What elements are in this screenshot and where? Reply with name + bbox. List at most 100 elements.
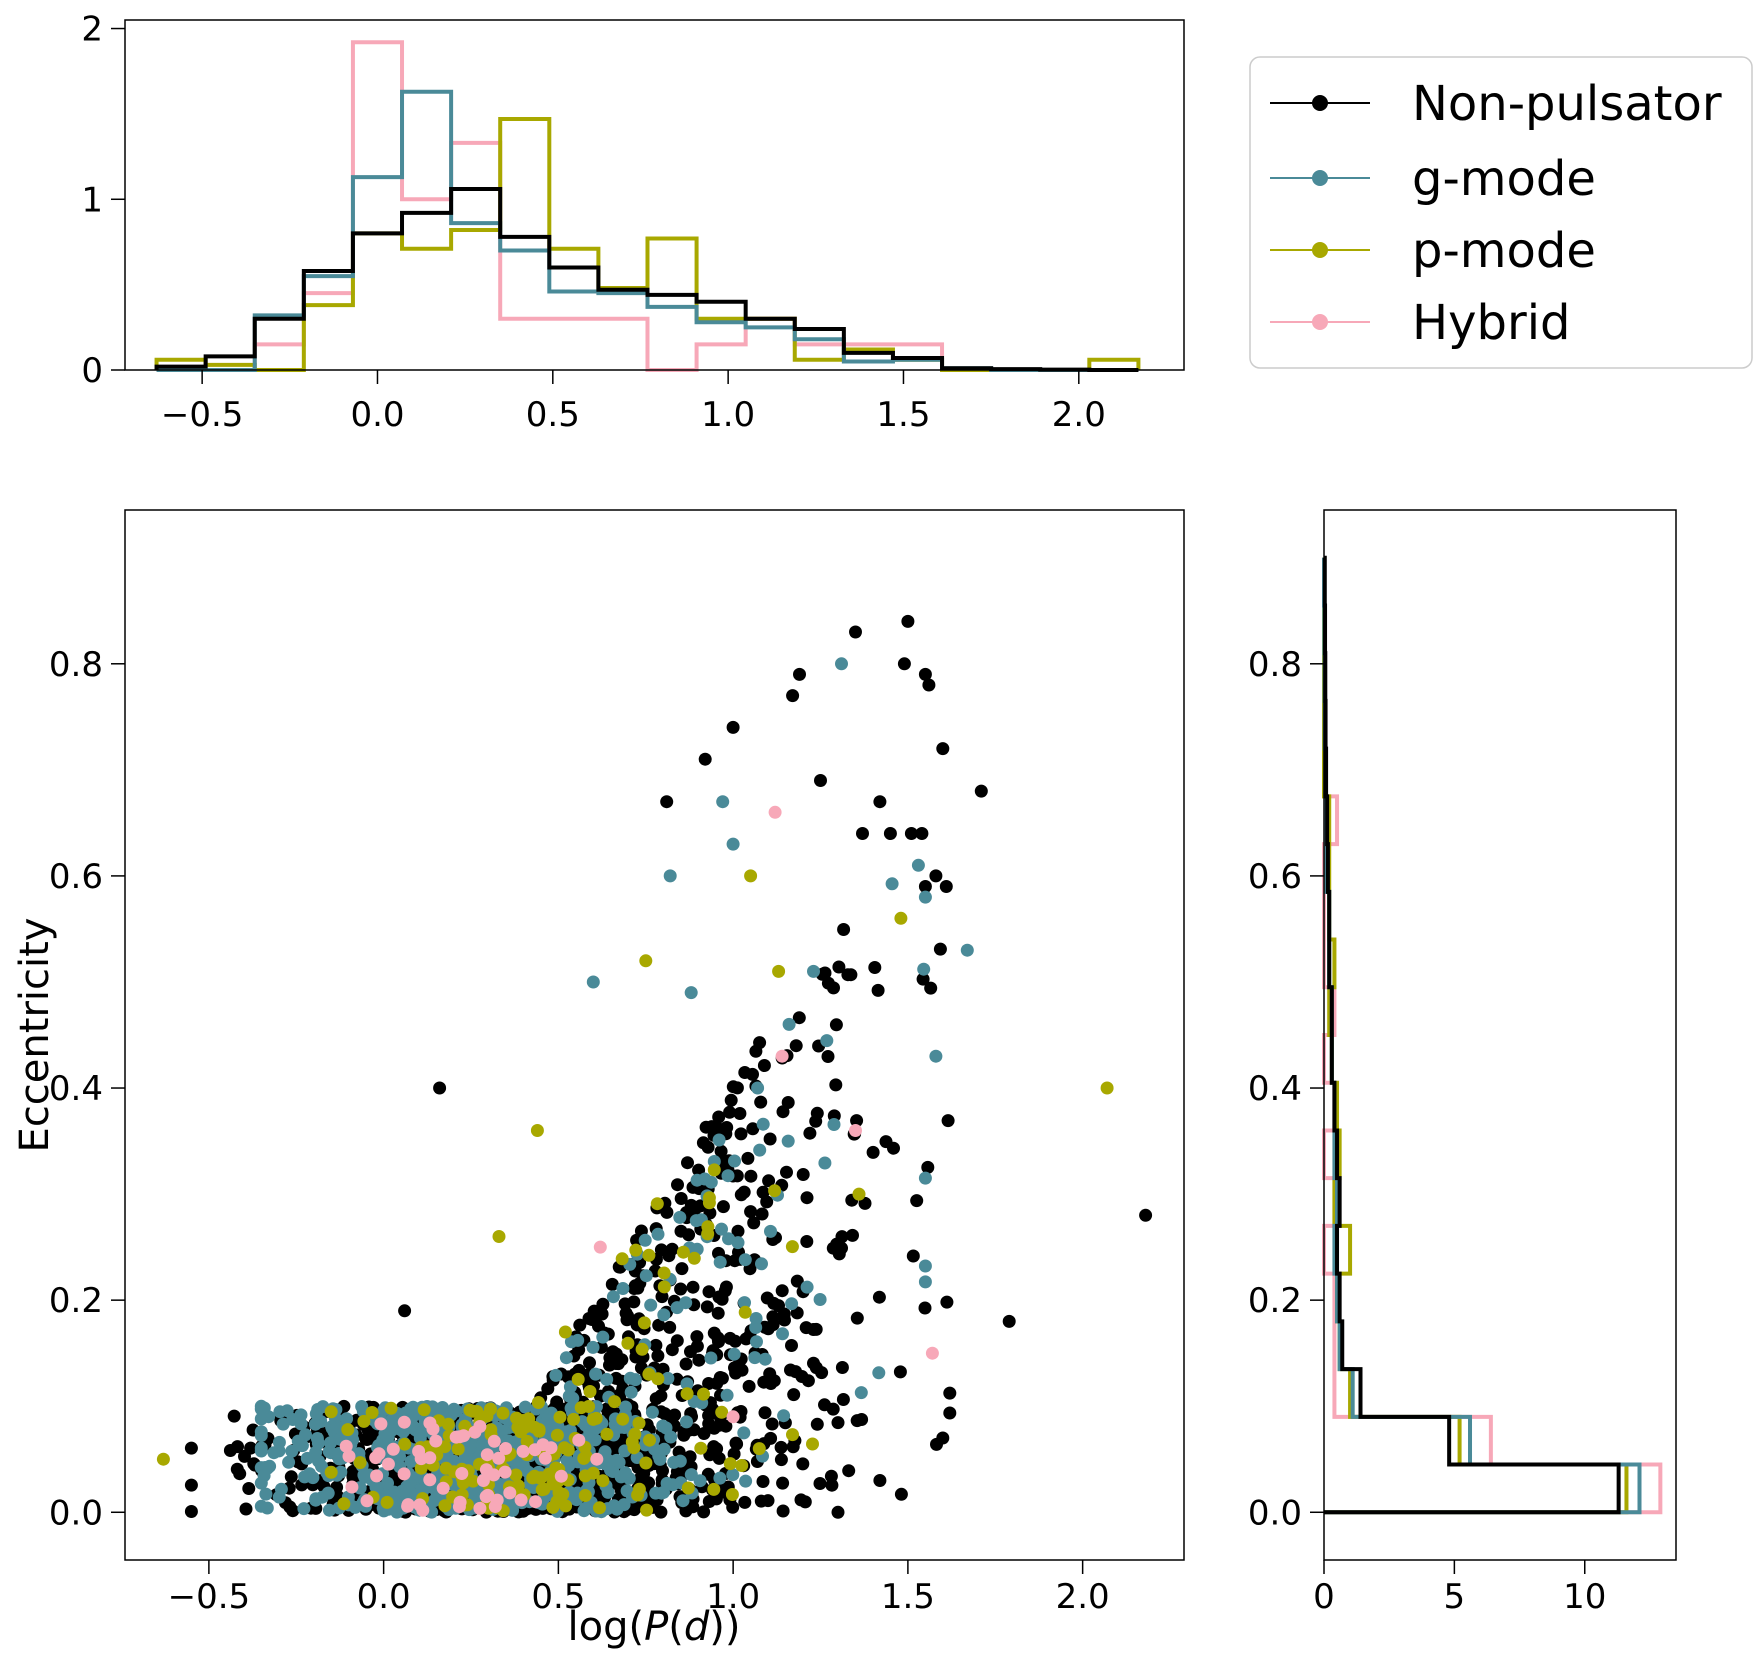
scatter-point-pmode [530,1124,544,1137]
top-xtick-label: 2.0 [1052,395,1106,435]
scatter-xtick-label: 1.0 [706,1577,760,1617]
scatter-point-nonpulsator [787,1388,801,1402]
scatter-point-nonpulsator [871,983,885,997]
scatter-point-nonpulsator [800,1235,814,1248]
scatter-point-nonpulsator [184,1505,198,1518]
right-ytick-label: 0.4 [1248,1069,1302,1109]
scatter-point-hybrid [503,1486,517,1500]
scatter-point-nonpulsator [858,1196,872,1210]
scatter-point-nonpulsator [929,869,943,883]
scatter-point-nonpulsator [761,1494,775,1508]
scatter-point-gmode [716,795,730,809]
scatter-point-hybrid [538,1451,552,1465]
scatter-point-hybrid [413,1498,427,1512]
scatter-point-gmode [663,869,677,883]
scatter-point-nonpulsator [712,1110,726,1124]
scatter-point-gmode [310,1432,324,1445]
scatter-point-nonpulsator [660,1205,674,1219]
scatter-panel: −0.5 0.0 0.5 1.0 1.5 2.0 0.0 0.2 0.4 0.6 0.8 log(P… [12,509,1185,1650]
scatter-point-gmode [911,858,925,872]
scatter-point-nonpulsator [814,774,827,787]
scatter-point-hybrid [487,1434,501,1448]
scatter-point-gmode [298,1470,312,1484]
scatter-point-nonpulsator [775,1284,789,1298]
scatter-point-nonpulsator [239,1502,253,1516]
scatter-point-nonpulsator [1139,1208,1153,1222]
right-axis-ticks: 0 5 10 0.0 0.2 0.4 0.6 0.8 [1248,645,1606,1617]
top-xtick-label: 0.5 [526,395,580,435]
scatter-point-nonpulsator [894,1487,908,1501]
scatter-point-gmode [649,1486,663,1500]
scatter-point-hybrid [414,1452,428,1466]
legend: Non-pulsator g-mode p-mode Hybrid [1249,56,1753,369]
scatter-point-gmode [726,837,740,851]
scatter-point-gmode [918,890,932,904]
legend-frame [1249,56,1753,369]
scatter-point-nonpulsator [744,1169,758,1183]
scatter-ytick-label: 0.2 [49,1281,103,1321]
scatter-point-pmode [680,1387,694,1401]
scatter-point-pmode [772,964,786,978]
scatter-point-nonpulsator [809,1322,823,1336]
right-histogram-panel: 0 5 10 0.0 0.2 0.4 0.6 0.8 [1248,509,1677,1617]
scatter-point-nonpulsator [671,1178,684,1192]
scatter-point-nonpulsator [866,1145,880,1159]
scatter-point-gmode [509,1435,523,1449]
scatter-point-gmode [273,1405,287,1419]
scatter-point-gmode [929,1049,943,1063]
scatter-point-gmode [254,1429,268,1442]
scatter-point-gmode [664,1430,678,1444]
top-panel-frame [124,19,1185,371]
scatter-point-nonpulsator [939,880,953,893]
top-axis-ticks: −0.5 0.0 0.5 1.0 1.5 2.0 0 1 2 [81,10,1105,435]
top-xtick-label: 1.5 [876,395,930,435]
scatter-point-pmode [657,1266,671,1280]
scatter-point-gmode [322,1503,336,1517]
scatter-point-nonpulsator [742,1379,756,1393]
scatter-point-nonpulsator [712,1290,726,1304]
scatter-point-nonpulsator [918,1301,932,1315]
scatter-point-gmode [722,1232,735,1246]
scatter-point-pmode [441,1417,455,1431]
scatter-point-gmode [673,1210,687,1224]
scatter-point-gmode [447,1402,461,1416]
right-ytick-label: 0.6 [1248,857,1302,897]
scatter-point-nonpulsator [698,752,712,766]
scatter-point-nonpulsator [724,1093,738,1107]
scatter-point-nonpulsator [660,795,674,809]
scatter-point-hybrid [397,1467,411,1481]
scatter-point-pmode [596,1474,610,1488]
legend-marker-gmode [1312,170,1328,186]
scatter-point-nonpulsator [936,742,950,756]
scatter-point-pmode [574,1401,588,1415]
scatter-point-gmode [378,1427,392,1441]
scatter-point-nonpulsator [897,657,911,671]
scatter-point-gmode [738,1253,752,1267]
scatter-point-hybrid [397,1415,411,1429]
scatter-point-nonpulsator [702,1495,716,1508]
scatter-point-nonpulsator [730,1169,744,1183]
scatter-point-nonpulsator [826,1241,840,1255]
scatter-point-pmode [414,1461,428,1475]
scatter-point-gmode [680,1377,694,1391]
scatter-point-gmode [918,1275,932,1289]
scatter-point-hybrid [490,1493,504,1507]
scatter-point-nonpulsator [837,923,851,936]
scatter-point-pmode [806,1437,819,1451]
scatter-point-gmode [348,1500,362,1514]
scatter-point-nonpulsator [873,795,887,809]
scatter-point-pmode [697,1387,710,1401]
scatter-point-hybrid [590,1452,604,1466]
scatter-point-pmode [558,1325,572,1339]
scatter-point-gmode [872,1366,886,1380]
scatter-point-nonpulsator [872,1290,886,1304]
right-histogram-steps [1322,555,1663,1515]
scatter-point-hybrid [372,1447,386,1461]
scatter-point-nonpulsator [826,1402,840,1416]
scatter-point-nonpulsator [286,1504,300,1518]
scatter-point-nonpulsator [794,1493,808,1507]
scatter-point-hybrid [342,1449,356,1463]
scatter-point-nonpulsator [744,1205,758,1219]
scatter-point-nonpulsator [586,1311,600,1325]
scatter-point-nonpulsator [940,1295,954,1309]
